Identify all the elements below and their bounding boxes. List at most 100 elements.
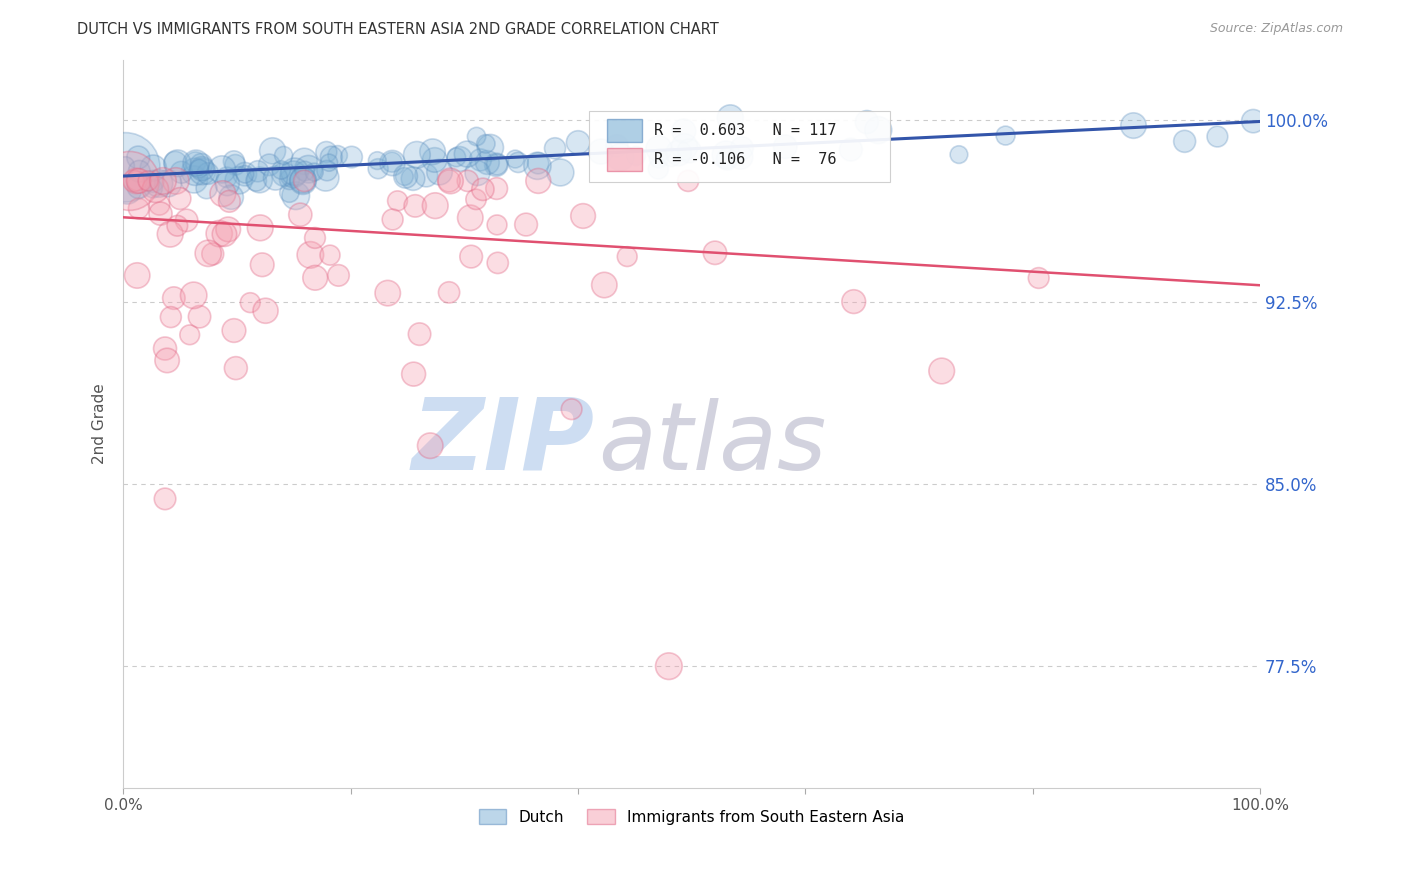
Point <box>249 173 271 187</box>
Point <box>233 167 256 181</box>
Point <box>254 303 277 318</box>
Point <box>1174 134 1197 148</box>
Point <box>148 177 170 191</box>
Point <box>304 231 326 245</box>
Point <box>485 158 508 172</box>
Point <box>215 170 238 185</box>
Point <box>394 169 416 184</box>
Point <box>773 139 796 153</box>
Point <box>460 250 482 264</box>
Point <box>283 167 305 181</box>
Point <box>157 177 180 191</box>
Point <box>217 177 239 191</box>
Point <box>624 149 647 163</box>
Point <box>128 179 150 194</box>
Point <box>211 162 233 177</box>
Point <box>449 152 471 166</box>
Point <box>142 174 165 188</box>
Text: DUTCH VS IMMIGRANTS FROM SOUTH EASTERN ASIA 2ND GRADE CORRELATION CHART: DUTCH VS IMMIGRANTS FROM SOUTH EASTERN A… <box>77 22 718 37</box>
Point <box>458 211 481 225</box>
FancyBboxPatch shape <box>607 119 641 142</box>
Point <box>264 171 287 186</box>
Point <box>716 152 738 166</box>
Text: atlas: atlas <box>599 399 827 490</box>
Point <box>485 157 508 171</box>
Point <box>422 145 444 159</box>
Point <box>475 136 498 151</box>
Point <box>1206 129 1229 144</box>
Point <box>148 198 170 212</box>
Point <box>485 181 508 195</box>
Point <box>948 147 970 161</box>
Point <box>589 145 612 159</box>
Point <box>212 186 235 201</box>
Point <box>1241 114 1264 128</box>
Point <box>402 171 425 186</box>
Point <box>856 115 879 129</box>
Point <box>259 158 281 172</box>
Point <box>527 174 550 188</box>
Point <box>191 161 214 176</box>
Point <box>377 286 399 301</box>
Point <box>647 161 669 176</box>
Point <box>165 174 187 188</box>
Point <box>316 163 339 178</box>
Point <box>128 202 150 216</box>
Point <box>1028 271 1050 285</box>
Point <box>142 161 165 175</box>
Point <box>486 256 509 270</box>
Point <box>128 164 150 178</box>
Point <box>387 194 409 208</box>
Point <box>114 161 136 175</box>
Point <box>704 245 727 260</box>
Point <box>672 124 695 138</box>
Point <box>197 167 219 181</box>
Point <box>291 173 314 187</box>
Point <box>184 155 207 169</box>
Point <box>470 153 492 167</box>
Point <box>127 174 149 188</box>
Point <box>340 150 363 164</box>
Point <box>127 268 149 283</box>
Point <box>273 167 295 181</box>
Point <box>616 250 638 264</box>
Point <box>661 150 683 164</box>
Point <box>572 209 595 223</box>
Point <box>233 167 256 181</box>
Point <box>183 172 205 186</box>
Point <box>262 144 284 158</box>
Point <box>128 174 150 188</box>
Point <box>250 258 273 272</box>
Point <box>415 169 437 183</box>
Point <box>439 174 461 188</box>
Point <box>152 174 174 188</box>
Point <box>163 291 186 305</box>
Point <box>245 174 267 188</box>
Y-axis label: 2nd Grade: 2nd Grade <box>93 384 107 464</box>
Point <box>117 183 139 197</box>
Point <box>321 150 343 164</box>
Point <box>477 155 499 169</box>
Point <box>160 310 183 324</box>
Point <box>166 156 188 170</box>
Point <box>527 156 550 170</box>
Point <box>567 136 589 150</box>
Point <box>678 144 700 158</box>
Point <box>188 310 211 324</box>
Point <box>170 165 193 179</box>
Point <box>931 364 953 378</box>
Point <box>136 174 159 188</box>
Point <box>467 166 489 180</box>
Point <box>994 128 1017 143</box>
Point <box>156 353 179 368</box>
Point <box>408 327 430 342</box>
Point <box>125 174 148 188</box>
Point <box>118 174 141 188</box>
Point <box>868 123 890 137</box>
Point <box>270 163 292 178</box>
Text: Source: ZipAtlas.com: Source: ZipAtlas.com <box>1209 22 1343 36</box>
Point <box>419 439 441 453</box>
Point <box>658 659 681 673</box>
Point <box>714 148 737 162</box>
Point <box>465 129 488 144</box>
